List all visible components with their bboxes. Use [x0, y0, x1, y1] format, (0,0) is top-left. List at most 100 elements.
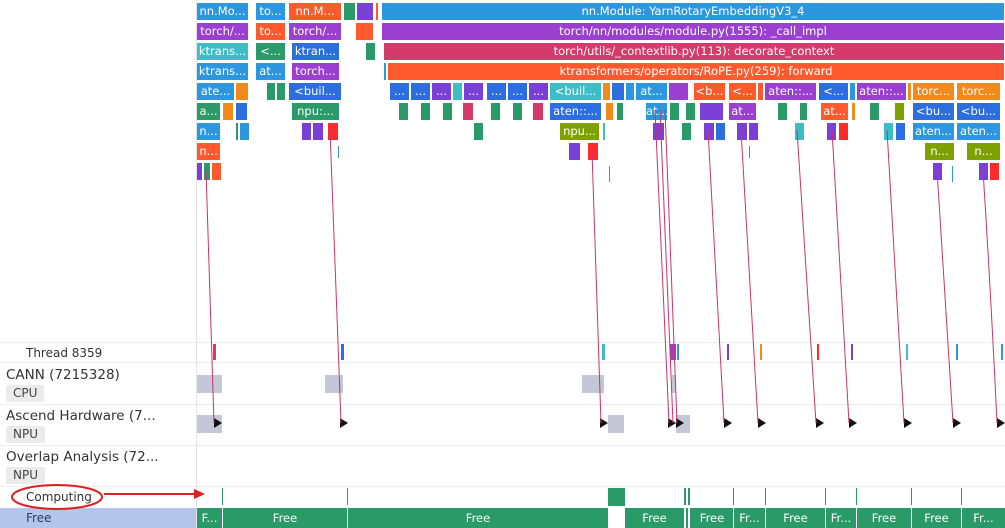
flame-slice[interactable] [852, 103, 856, 120]
thread-marker[interactable] [602, 344, 605, 360]
flame-slice-decorate-context[interactable]: torch/utils/_contextlib.py(113): decorat… [384, 43, 1005, 60]
flame-slice[interactable] [749, 123, 759, 140]
flame-slice[interactable] [277, 83, 286, 100]
flame-slice[interactable] [669, 83, 689, 100]
flow-arrow-icon[interactable] [849, 418, 857, 428]
free-track-label-row[interactable]: Free [0, 508, 196, 528]
free-slice[interactable]: F... [201, 511, 218, 525]
flame-slice[interactable] [357, 3, 374, 20]
flame-slice[interactable] [778, 103, 788, 120]
flame-slice[interactable]: <buil... [550, 83, 602, 100]
flame-slice[interactable] [453, 83, 463, 100]
flame-slice[interactable] [839, 123, 849, 140]
flow-arrow-icon[interactable] [904, 418, 912, 428]
ascend-slice[interactable] [608, 415, 624, 433]
flame-slice[interactable] [491, 103, 501, 120]
flame-slice[interactable]: to... [256, 23, 286, 40]
flame-slice[interactable]: <bu... [957, 103, 1001, 120]
flame-slice[interactable]: torch... [292, 63, 340, 80]
computing-slice[interactable] [222, 488, 223, 505]
overlap-track-title[interactable]: Overlap Analysis (72... [6, 449, 159, 465]
flame-slice-yarn-rotary[interactable]: nn.Module: YarnRotaryEmbeddingV3_4 [382, 3, 1005, 20]
flame-slice[interactable] [197, 163, 203, 180]
free-slice[interactable]: Free [465, 511, 491, 525]
flame-slice[interactable] [653, 123, 665, 140]
flame-slice[interactable] [795, 123, 805, 140]
thread-track-title[interactable]: Thread 8359 [26, 346, 103, 360]
flame-slice[interactable]: npu:... [292, 103, 340, 120]
cann-slice[interactable] [672, 375, 676, 393]
flow-arrow-icon[interactable] [214, 418, 222, 428]
flame-slice[interactable] [328, 123, 339, 140]
computing-slice[interactable] [684, 488, 686, 505]
flame-slice[interactable]: torch/... [197, 23, 249, 40]
flame-slice[interactable]: <buil... [289, 83, 342, 100]
flame-slice-rope-forward[interactable]: ktransformers/operators/RoPE.py(259): fo… [388, 63, 1005, 80]
flow-arrow-icon[interactable] [676, 418, 684, 428]
flame-slice[interactable] [933, 163, 943, 180]
cann-track-title[interactable]: CANN (7215328) [6, 367, 120, 383]
flame-slice[interactable]: aten::... [765, 83, 817, 100]
flame-slice[interactable] [399, 103, 409, 120]
flame-slice[interactable] [533, 103, 544, 120]
thread-marker[interactable] [956, 344, 958, 360]
flame-slice[interactable]: <... [819, 83, 849, 100]
flame-slice[interactable]: n... [197, 143, 221, 160]
free-slice[interactable]: Free [642, 511, 667, 525]
computing-slice[interactable] [961, 488, 962, 505]
flame-slice[interactable] [700, 103, 724, 120]
thread-marker[interactable] [341, 344, 344, 360]
flame-slice[interactable] [356, 23, 374, 40]
computing-slice[interactable] [825, 488, 826, 505]
computing-slice[interactable] [688, 488, 690, 505]
flame-slice[interactable]: <bu... [913, 103, 955, 120]
flame-slice[interactable]: nn.M... [289, 3, 342, 20]
flame-slice[interactable]: ktrans... [197, 63, 249, 80]
flame-slice[interactable]: a... [197, 103, 221, 120]
flame-slice[interactable] [236, 103, 248, 120]
free-slice[interactable]: Free [272, 511, 298, 525]
flame-slice[interactable]: <... [729, 83, 757, 100]
flame-slice-call-impl[interactable]: torch/nn/modules/module.py(1555): _call_… [382, 23, 1005, 40]
flame-slice[interactable]: ... [529, 83, 549, 100]
flame-slice[interactable] [758, 83, 764, 100]
flame-slice[interactable] [204, 163, 211, 180]
flame-slice[interactable] [223, 103, 234, 120]
flame-slice[interactable]: ... [464, 83, 484, 100]
flame-slice[interactable] [990, 163, 1000, 180]
cann-slice[interactable] [197, 375, 222, 393]
flame-slice[interactable] [979, 163, 989, 180]
flame-slice[interactable] [474, 123, 484, 140]
flame-slice[interactable]: <b... [694, 83, 726, 100]
flame-slice[interactable] [800, 103, 808, 120]
free-slice[interactable]: Free [783, 511, 808, 525]
computing-slice[interactable] [733, 488, 734, 505]
column-divider[interactable] [196, 0, 197, 528]
flame-slice[interactable] [617, 103, 624, 120]
flame-slice[interactable]: at... [729, 103, 757, 120]
flame-slice[interactable] [716, 123, 726, 140]
flame-slice[interactable] [896, 123, 906, 140]
flame-slice[interactable] [682, 123, 692, 140]
flame-slice[interactable] [421, 103, 431, 120]
flow-arrow-icon[interactable] [816, 418, 824, 428]
flame-slice[interactable] [443, 103, 453, 120]
free-slice[interactable]: Fr... [830, 511, 852, 525]
flame-slice[interactable] [737, 123, 748, 140]
flow-arrow-icon[interactable] [953, 418, 961, 428]
flame-slice[interactable] [850, 83, 856, 100]
flame-slice[interactable]: at... [821, 103, 849, 120]
flame-slice[interactable] [603, 123, 606, 140]
thread-marker[interactable] [817, 344, 819, 360]
flame-slice[interactable]: n... [925, 143, 955, 160]
flame-slice[interactable] [236, 83, 249, 100]
flame-slice[interactable] [313, 123, 324, 140]
thread-marker[interactable] [677, 344, 679, 360]
free-slice[interactable]: Free [699, 511, 725, 525]
flame-slice[interactable] [463, 103, 474, 120]
flame-slice[interactable] [670, 103, 680, 120]
flame-slice[interactable] [588, 143, 599, 160]
computing-slice[interactable] [608, 488, 625, 506]
thread-marker[interactable] [670, 344, 676, 360]
flame-slice[interactable]: ... [432, 83, 452, 100]
